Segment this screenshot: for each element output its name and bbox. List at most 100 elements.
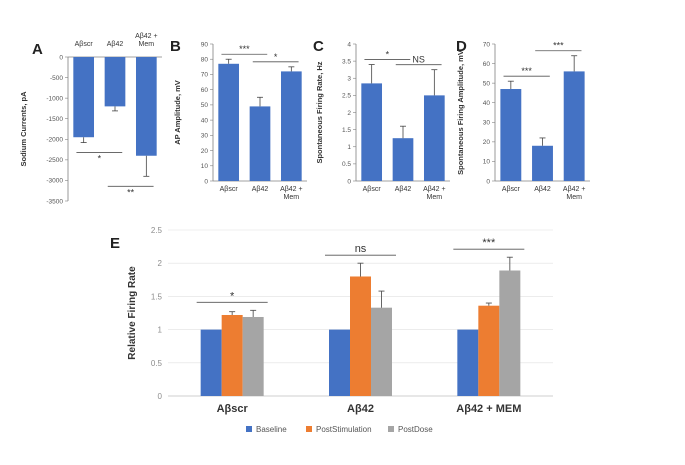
- y-axis-title: Spontaneous Firing Rate, Hz: [315, 61, 324, 163]
- y-tick-label: -500: [50, 75, 63, 82]
- y-tick-label: 2.5: [151, 226, 163, 235]
- category-label: Aβ42: [395, 186, 412, 193]
- y-tick-label: -2500: [46, 157, 63, 164]
- bar-b-2: [280, 71, 302, 181]
- significance-label: *: [230, 290, 235, 302]
- y-tick-label: 0.5: [342, 161, 351, 168]
- category-label: Aβ42 +: [423, 186, 446, 193]
- bar-e-poststimulation-1: [350, 276, 371, 396]
- y-tick-label: 3: [347, 76, 351, 83]
- legend-label: Baseline: [256, 425, 287, 434]
- y-tick-label: 1.5: [151, 292, 163, 301]
- bar-d-0: [500, 89, 522, 181]
- y-tick-label: 0: [347, 178, 351, 185]
- y-tick-label: 60: [483, 61, 491, 68]
- category-label: Aβ42: [347, 403, 374, 415]
- significance-label: ns: [355, 243, 367, 255]
- panel-label: A: [32, 41, 43, 58]
- y-tick-label: 10: [201, 163, 209, 170]
- bar-d-2: [563, 71, 585, 181]
- bar-b-0: [218, 63, 240, 181]
- bar-e-baseline-0: [200, 329, 222, 396]
- category-label: Aβscr: [220, 186, 239, 193]
- bar-a-1: [104, 57, 126, 107]
- bar-c-0: [361, 83, 383, 181]
- significance-label: ***: [521, 66, 532, 76]
- y-tick-label: 80: [201, 57, 209, 64]
- panel-label: D: [456, 38, 467, 55]
- category-label: Aβscr: [217, 403, 249, 415]
- significance-label: *: [274, 52, 278, 62]
- category-label: Mem: [284, 194, 300, 201]
- bar-e-postdose-1: [371, 307, 392, 396]
- y-tick-label: 0: [158, 392, 163, 401]
- category-label: Aβ42: [252, 186, 269, 193]
- category-label: Aβscr: [363, 186, 382, 193]
- y-tick-label: 90: [201, 41, 209, 48]
- bar-a-0: [73, 57, 95, 138]
- y-tick-label: 50: [201, 102, 209, 109]
- y-tick-label: 30: [201, 133, 209, 140]
- panel-label: E: [110, 235, 120, 252]
- category-label: Aβ42: [107, 41, 124, 48]
- legend-label: PostStimulation: [316, 425, 372, 434]
- y-tick-label: 1.5: [342, 127, 351, 134]
- category-label: Aβ42 +: [135, 33, 158, 40]
- y-tick-label: 1: [347, 144, 351, 151]
- y-tick-label: 0.5: [151, 359, 163, 368]
- y-tick-label: 30: [483, 120, 491, 127]
- y-tick-label: 70: [201, 72, 209, 79]
- panel-c: C 0 0.5 1 1.5 2 2.5 3 3.5 4 Aβscr Aβ42 Aβ42 +Mem * NS S…: [313, 38, 450, 201]
- legend-swatch-postdose: [388, 426, 394, 432]
- category-label: Mem: [427, 194, 443, 201]
- y-tick-label: 1: [158, 326, 163, 335]
- significance-label: ***: [482, 237, 496, 249]
- y-tick-label: 20: [201, 148, 209, 155]
- category-label: Aβ42: [534, 186, 551, 193]
- y-axis-title: Sodium Currents, pA: [19, 91, 28, 167]
- y-tick-label: 3.5: [342, 58, 351, 65]
- y-tick-label: 60: [201, 87, 209, 94]
- y-tick-label: 40: [483, 100, 491, 107]
- bar-e-poststimulation-2: [478, 305, 500, 396]
- category-label: Mem: [566, 194, 582, 201]
- y-tick-label: -2000: [46, 137, 63, 144]
- y-tick-label: 2: [347, 110, 351, 117]
- significance-label: *: [386, 50, 390, 60]
- bar-e-poststimulation-0: [221, 314, 243, 396]
- legend-swatch-poststimulation: [306, 426, 312, 432]
- y-axis-title: AP Amplitude, mV: [173, 80, 182, 145]
- category-label: Aβ42 +: [280, 186, 303, 193]
- bar-a-2: [135, 57, 157, 156]
- y-tick-label: -1000: [46, 95, 63, 102]
- legend-label: PostDose: [398, 425, 433, 434]
- y-tick-label: 0: [204, 178, 208, 185]
- bar-d-1: [532, 145, 553, 181]
- significance-label: ***: [239, 44, 250, 54]
- y-tick-label: 10: [483, 159, 491, 166]
- y-tick-label: 0: [59, 54, 63, 61]
- bar-b-1: [249, 106, 271, 181]
- panel-label: B: [170, 38, 181, 55]
- significance-label: ***: [553, 41, 564, 51]
- category-label: Aβ42 + MEM: [456, 403, 521, 415]
- y-axis-title: Relative Firing Rate: [127, 266, 138, 360]
- y-axis-title: Spontaneous Firing Amplitude, mV: [456, 50, 465, 175]
- bar-c-1: [392, 138, 414, 181]
- y-tick-label: 0: [486, 178, 490, 185]
- bar-c-2: [423, 95, 445, 181]
- panel-a: A 0 -500 -1000 -1500 -2000 -2500 -3000 -3500 Aβsc…: [19, 33, 162, 205]
- y-tick-label: -3000: [46, 178, 63, 185]
- y-tick-label: 20: [483, 139, 491, 146]
- category-label: Aβscr: [502, 186, 521, 193]
- y-tick-label: 2: [158, 259, 163, 268]
- legend-swatch-baseline: [246, 426, 252, 432]
- y-tick-label: 2.5: [342, 93, 351, 100]
- y-tick-label: 4: [347, 41, 351, 48]
- y-tick-label: -3500: [46, 198, 63, 205]
- panel-label: C: [313, 38, 324, 55]
- y-tick-label: 40: [201, 117, 209, 124]
- y-tick-label: 50: [483, 80, 491, 87]
- bar-e-postdose-0: [242, 316, 264, 396]
